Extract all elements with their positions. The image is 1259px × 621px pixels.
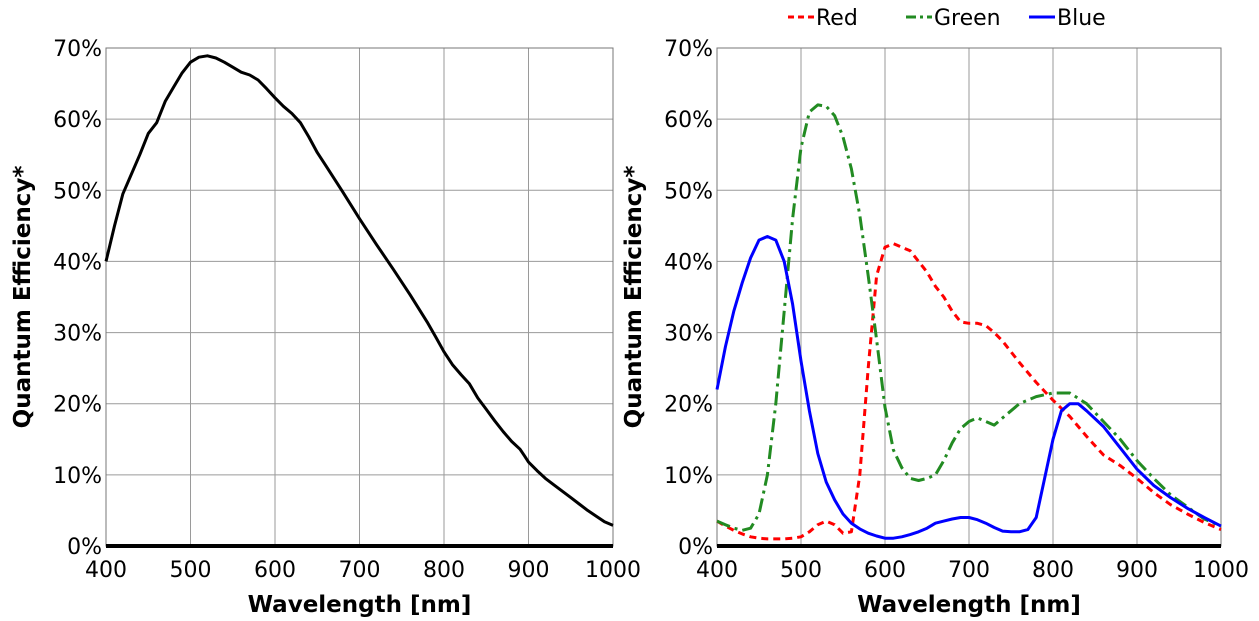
series-line-blue bbox=[715, 235, 1222, 540]
y-tick-label: 60% bbox=[664, 108, 713, 133]
x-tick-label: 600 bbox=[864, 558, 906, 583]
y-tick-label: 50% bbox=[53, 179, 102, 204]
series-line bbox=[104, 54, 614, 527]
y-tick-label: 50% bbox=[664, 179, 713, 204]
y-tick-label: 10% bbox=[664, 464, 713, 489]
x-tick-label: 400 bbox=[696, 558, 738, 583]
x-tick-label: 400 bbox=[85, 558, 127, 583]
legend-label: Green bbox=[934, 6, 1001, 31]
x-tick-label: 800 bbox=[423, 558, 465, 583]
y-tick-label: 60% bbox=[53, 108, 102, 133]
x-tick-label: 1000 bbox=[1193, 558, 1249, 583]
x-tick-label: 600 bbox=[254, 558, 296, 583]
y-tick-label: 0% bbox=[678, 535, 713, 560]
x-tick-label: 500 bbox=[780, 558, 822, 583]
x-axis-label: Wavelength [nm] bbox=[857, 592, 1081, 618]
y-tick-label: 40% bbox=[53, 250, 102, 275]
y-tick-label: 10% bbox=[53, 464, 102, 489]
x-tick-label: 800 bbox=[1032, 558, 1074, 583]
y-tick-label: 40% bbox=[664, 250, 713, 275]
legend-item-red: Red bbox=[788, 6, 858, 31]
x-tick-label: 900 bbox=[1116, 558, 1158, 583]
x-tick-label: 900 bbox=[508, 558, 550, 583]
legend-label: Blue bbox=[1057, 6, 1106, 31]
chart-legend: Red Green Blue bbox=[788, 6, 1106, 31]
x-axis-label: Wavelength [nm] bbox=[248, 592, 472, 618]
legend-item-blue: Blue bbox=[1029, 6, 1106, 31]
legend-item-green: Green bbox=[906, 6, 1001, 31]
legend-label: Red bbox=[816, 6, 858, 31]
y-tick-label: 20% bbox=[53, 393, 102, 418]
chart-right: 400 500 600 700 800 900 1000 0% 10% 20% 30% 40% 50% 6… bbox=[621, 37, 1249, 618]
y-axis-label: Quantum Efficiency* bbox=[621, 166, 647, 429]
series-line-red bbox=[716, 242, 1222, 541]
x-tick-label: 1000 bbox=[585, 558, 641, 583]
y-tick-label: 30% bbox=[664, 322, 713, 347]
series-line-green bbox=[716, 103, 1222, 532]
y-tick-label: 20% bbox=[664, 393, 713, 418]
y-tick-label: 70% bbox=[53, 37, 102, 62]
x-tick-label: 700 bbox=[948, 558, 990, 583]
y-tick-label: 30% bbox=[53, 322, 102, 347]
chart-left: 400 500 600 700 800 900 1000 0% 10% 20% 30% 40% 50% 6… bbox=[10, 37, 641, 618]
y-tick-label: 0% bbox=[67, 535, 102, 560]
y-tick-label: 70% bbox=[664, 37, 713, 62]
y-axis-label: Quantum Efficiency* bbox=[10, 166, 36, 429]
x-tick-label: 700 bbox=[339, 558, 381, 583]
x-tick-label: 500 bbox=[170, 558, 212, 583]
